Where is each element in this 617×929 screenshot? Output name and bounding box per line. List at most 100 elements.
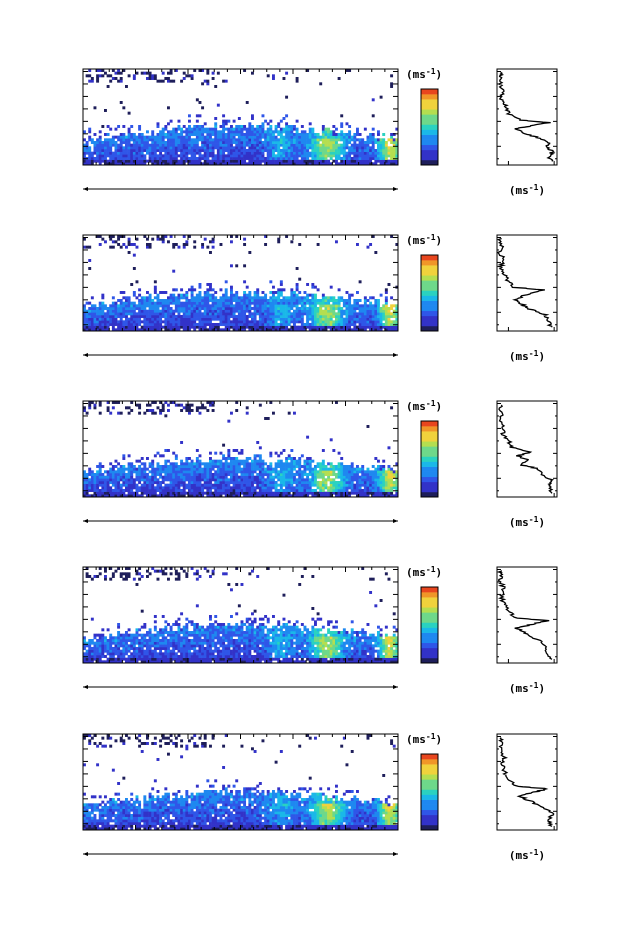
heatmap-cell bbox=[135, 315, 139, 318]
heatmap-cell bbox=[340, 157, 344, 160]
heatmap-cell bbox=[335, 157, 338, 160]
heatmap-cell bbox=[93, 483, 97, 487]
heatmap-cell bbox=[300, 135, 304, 139]
heatmap-cell bbox=[319, 494, 323, 498]
heatmap-cell bbox=[395, 154, 399, 158]
heatmap-cell bbox=[106, 470, 110, 474]
heatmap-cell bbox=[190, 293, 194, 297]
heatmap-cell bbox=[182, 154, 186, 158]
heatmap-cell bbox=[130, 320, 134, 324]
heatmap-cell bbox=[117, 483, 121, 487]
heatmap-cell bbox=[224, 299, 228, 302]
heatmap-cell bbox=[230, 467, 233, 471]
heatmap-cell bbox=[387, 151, 391, 155]
heatmap-cell bbox=[253, 323, 257, 326]
heatmap-cell bbox=[348, 494, 352, 498]
heatmap-cell bbox=[114, 135, 118, 139]
day-range-arrow bbox=[83, 187, 88, 191]
heatmap-cell bbox=[279, 307, 283, 310]
heatmap-cell bbox=[222, 465, 226, 468]
heatmap-cell bbox=[159, 291, 163, 294]
heatmap-cell bbox=[240, 486, 244, 490]
heatmap-cell bbox=[295, 486, 299, 490]
heatmap-cell bbox=[266, 486, 270, 490]
heatmap-cell bbox=[279, 301, 283, 305]
heatmap-cell bbox=[109, 494, 113, 498]
heatmap-cell bbox=[114, 478, 118, 482]
heatmap-cell bbox=[342, 154, 346, 158]
heatmap-cell bbox=[111, 296, 115, 300]
heatmap-cell bbox=[287, 304, 291, 308]
heatmap-cell bbox=[272, 325, 275, 329]
heatmap-cell bbox=[243, 143, 247, 147]
heatmap-cell bbox=[203, 309, 207, 313]
heatmap-cell bbox=[243, 317, 247, 321]
heatmap-cell bbox=[127, 141, 131, 144]
heatmap-cell bbox=[190, 77, 194, 80]
heatmap-cell bbox=[148, 315, 152, 318]
heatmap-cell bbox=[90, 486, 94, 490]
heatmap-cell bbox=[293, 299, 296, 302]
heatmap-cell bbox=[83, 491, 86, 495]
heatmap-cell bbox=[227, 325, 231, 329]
heatmap-cell bbox=[384, 320, 388, 324]
heatmap-cell bbox=[358, 320, 362, 324]
heatmap-cell bbox=[153, 470, 157, 474]
heatmap-cell bbox=[258, 143, 262, 147]
heatmap-cell bbox=[248, 296, 252, 300]
heatmap-cell bbox=[319, 307, 323, 310]
heatmap-cell bbox=[138, 478, 142, 482]
heatmap-cell bbox=[377, 328, 380, 332]
heatmap-cell bbox=[243, 467, 247, 471]
heatmap-cell bbox=[298, 151, 302, 155]
heatmap-cell bbox=[258, 146, 262, 150]
heatmap-cell bbox=[169, 325, 173, 329]
heatmap-cell bbox=[345, 143, 349, 147]
heatmap-cell bbox=[230, 494, 233, 498]
heatmap-cell bbox=[340, 470, 344, 474]
heatmap-cell bbox=[151, 74, 155, 78]
heatmap-cell bbox=[306, 473, 310, 476]
heatmap-cell bbox=[379, 323, 383, 326]
heatmap-cell bbox=[146, 77, 149, 80]
heatmap-cell bbox=[230, 130, 233, 134]
heatmap-cell bbox=[203, 157, 207, 160]
heatmap-cell bbox=[172, 320, 176, 324]
heatmap-cell bbox=[303, 296, 307, 300]
heatmap-cell bbox=[298, 489, 302, 492]
heatmap-cell bbox=[96, 141, 100, 144]
heatmap-cell bbox=[195, 151, 199, 155]
heatmap-cell bbox=[232, 162, 236, 166]
heatmap-cell bbox=[180, 323, 184, 326]
heatmap-cell bbox=[135, 141, 139, 144]
heatmap-cell bbox=[390, 328, 394, 332]
heatmap-cell bbox=[98, 135, 102, 139]
heatmap-cell bbox=[298, 459, 302, 463]
heatmap-cell bbox=[195, 459, 199, 463]
heatmap-cell bbox=[232, 478, 236, 482]
heatmap-cell bbox=[190, 157, 194, 160]
heatmap-cell bbox=[180, 301, 184, 305]
heatmap-cell bbox=[214, 122, 218, 126]
heatmap-cell bbox=[314, 301, 317, 305]
heatmap-cell bbox=[277, 299, 281, 302]
heatmap-cell bbox=[169, 235, 173, 238]
heatmap-cell bbox=[300, 317, 304, 321]
heatmap-cell bbox=[235, 473, 239, 476]
heatmap-cell bbox=[266, 320, 270, 324]
heatmap-cell bbox=[143, 467, 147, 471]
heatmap-cell bbox=[174, 304, 178, 308]
heatmap-cell bbox=[295, 141, 299, 144]
heatmap-cell bbox=[374, 251, 378, 254]
heatmap-cell bbox=[83, 473, 86, 476]
heatmap-cell bbox=[327, 489, 331, 492]
heatmap-cell bbox=[342, 138, 346, 142]
heatmap-cell bbox=[109, 74, 113, 78]
heatmap-cell bbox=[172, 301, 176, 305]
heatmap-cell bbox=[230, 127, 233, 131]
heatmap-cell bbox=[361, 470, 365, 474]
heatmap-cell bbox=[316, 309, 320, 313]
heatmap-cell bbox=[219, 328, 223, 332]
heatmap-cell bbox=[230, 325, 233, 329]
heatmap-cell bbox=[340, 135, 344, 139]
